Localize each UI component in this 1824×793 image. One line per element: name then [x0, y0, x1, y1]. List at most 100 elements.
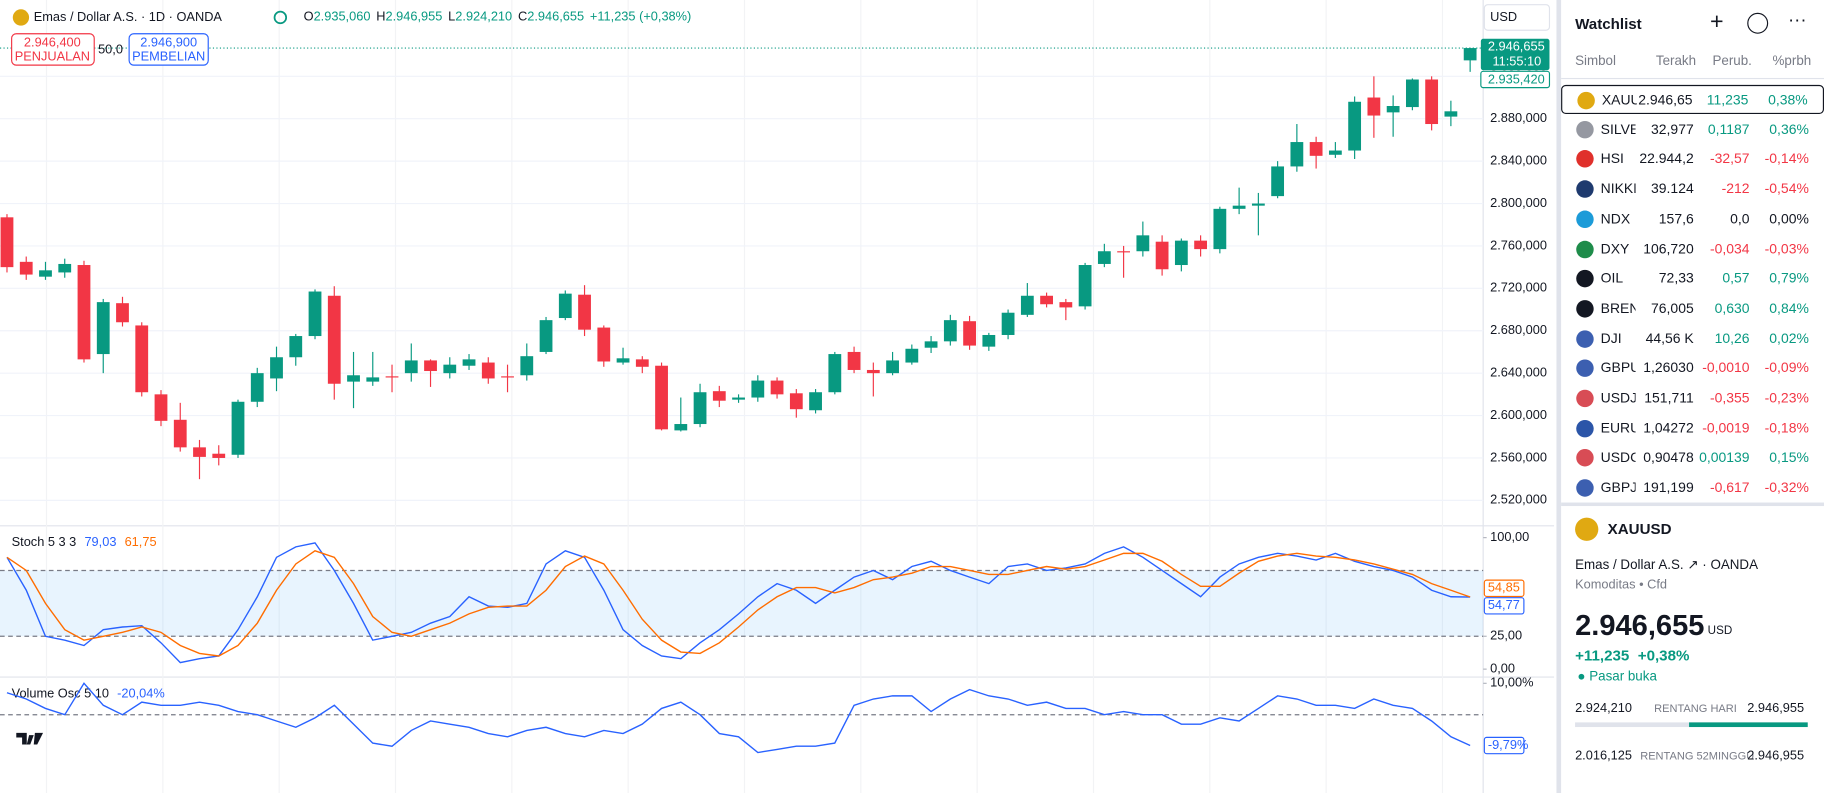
- legend-value: 79,03: [84, 535, 116, 550]
- row-last: 2.946,65: [1638, 91, 1693, 109]
- day-high: 2.946,955: [1747, 701, 1805, 716]
- candle-body: [789, 393, 803, 410]
- row-change: 0,57: [1722, 270, 1750, 287]
- y-tick-label: 2.880,000: [1490, 110, 1547, 125]
- symbol-title[interactable]: Emas / Dollar A.S. · 1D · OANDA: [34, 9, 223, 24]
- candle-body: [963, 321, 976, 346]
- row-last: 151,711: [1644, 389, 1694, 406]
- last-value-label: 54,77: [1488, 597, 1520, 612]
- y-tick-label: 100,00: [1490, 529, 1529, 544]
- row-change: -0,0010: [1702, 359, 1750, 377]
- candle-body: [655, 365, 668, 430]
- watchlist-row[interactable]: USDJPY 151,711 -0,355 -0,23%: [1561, 384, 1824, 413]
- pane-title: Volume Osc 5 10: [12, 686, 109, 701]
- row-pct: -0,23%: [1764, 389, 1809, 406]
- watchlist-row[interactable]: DXY 106,720 -0,034 -0,03%: [1561, 234, 1824, 263]
- indicator-line: [6, 550, 1471, 657]
- watchlist-row[interactable]: HSI 22.944,2 -32,57 -0,14%: [1561, 145, 1824, 174]
- watchlist-row[interactable]: NIKKEI225 39.124 -212 -0,54%: [1561, 175, 1824, 204]
- sell-label: PENJUALAN: [15, 48, 90, 63]
- row-change: -32,57: [1709, 150, 1750, 167]
- watchlist-row[interactable]: SILVER 32,977 0,1187 0,36%: [1561, 115, 1824, 144]
- candle-body: [135, 325, 149, 393]
- row-icon: [1576, 449, 1594, 467]
- ohlc-key: L: [448, 9, 455, 24]
- y-tick-label: 2.520,000: [1490, 492, 1547, 507]
- last-price-label: 2.946,655: [1488, 38, 1545, 53]
- row-symbol: SILVER: [1600, 120, 1636, 137]
- watchlist-row[interactable]: EURUSD 1,04272 -0,0019 -0,18%: [1561, 414, 1824, 443]
- watchlist-row[interactable]: DJI 44,56 K 10,26 0,02%: [1561, 324, 1824, 353]
- name: Emas / Dollar A.S.: [1575, 558, 1684, 573]
- column-header[interactable]: Perub.: [1712, 54, 1752, 69]
- sell-box[interactable]: [11, 33, 95, 66]
- row-change: 0,1187: [1707, 120, 1750, 137]
- candle-body: [116, 303, 129, 323]
- y-tick-label: 2.840,000: [1490, 153, 1547, 168]
- row-icon: [1576, 389, 1594, 408]
- watchlist-title[interactable]: Watchlist: [1575, 15, 1642, 33]
- symbol-icon: [12, 9, 30, 26]
- day-low: 2.924,210: [1575, 701, 1632, 716]
- candle-body: [924, 341, 938, 348]
- row-pct: 0,36%: [1769, 120, 1809, 137]
- column-header[interactable]: Terakh: [1655, 54, 1697, 69]
- watchlist-row[interactable]: BRENT 76,005 0,630 0,84%: [1561, 294, 1824, 323]
- watchlist-row[interactable]: USDCAD 0,90478 0,00139 0,15%: [1561, 444, 1824, 473]
- more-icon[interactable]: ···: [1787, 10, 1807, 31]
- currency: USD: [1490, 9, 1517, 24]
- candle-body: [1059, 302, 1073, 308]
- legend-value: -20,04%: [117, 686, 165, 701]
- row-last: 76,005: [1651, 299, 1694, 317]
- candle-body: [674, 424, 688, 431]
- spread: 50,0: [98, 41, 123, 56]
- status-dot: [273, 10, 288, 25]
- ohlc-key: C: [518, 9, 527, 24]
- row-last: 1,04272: [1643, 419, 1694, 436]
- candle-body: [77, 265, 91, 360]
- logo: [16, 732, 44, 745]
- watchlist-row[interactable]: GBPJPY 191,199 -0,617 -0,32%: [1561, 474, 1824, 503]
- add-icon[interactable]: +: [1710, 9, 1724, 35]
- candle-body: [578, 294, 591, 330]
- candle-body: [712, 391, 726, 401]
- row-symbol: OIL: [1600, 270, 1624, 287]
- watchlist-row[interactable]: OIL 72,33 0,57 0,79%: [1561, 264, 1824, 293]
- watchlist-row[interactable]: GBPUSD 1,26030 -0,0010 -0,09%: [1561, 354, 1824, 383]
- ohlc-value: 2.924,210: [455, 9, 512, 24]
- candle-body: [1155, 241, 1169, 270]
- detail-change: +11,235 +0,38%: [1575, 647, 1689, 664]
- row-pct: -0,32%: [1764, 479, 1809, 496]
- candle-body: [404, 360, 418, 374]
- candle-body: [1405, 79, 1419, 108]
- row-symbol: XAUUSD: [1601, 91, 1637, 109]
- candle-body: [905, 348, 919, 363]
- candle-body: [1213, 208, 1227, 250]
- candle-body: [847, 351, 861, 370]
- row-symbol: DXY: [1600, 240, 1630, 257]
- column-header[interactable]: %prbh: [1772, 54, 1812, 69]
- row-icon: [1576, 299, 1594, 318]
- row-pct: 0,38%: [1768, 91, 1808, 109]
- buy-box[interactable]: [128, 33, 209, 66]
- column-header[interactable]: Simbol: [1575, 54, 1616, 69]
- candle-body: [943, 320, 957, 342]
- prev-price-box: [1480, 70, 1551, 89]
- row-pct: -0,18%: [1764, 419, 1809, 436]
- candle-body: [347, 375, 360, 382]
- watchlist-row[interactable]: XAUUSD2.946,65 11,235 0,38%: [1561, 84, 1824, 115]
- side-panel: Watchlist + ··· XAUUSD2.946,6511,2350,38…: [1556, 0, 1824, 793]
- row-change: 0,630: [1714, 299, 1750, 317]
- row-change: 0,0: [1730, 210, 1750, 227]
- detail-symbol[interactable]: XAUUSD: [1607, 519, 1672, 538]
- candle-body: [501, 376, 514, 378]
- watchlist-row[interactable]: NDX 157,6 0,0 0,00%: [1561, 204, 1824, 233]
- row-pct: 0,02%: [1769, 329, 1809, 347]
- row-change: -0,617: [1709, 479, 1750, 496]
- alert-icon[interactable]: [1747, 12, 1769, 34]
- row-icon: [1576, 270, 1594, 288]
- year-low: 2.016,125: [1575, 749, 1632, 764]
- candle-body: [96, 302, 110, 355]
- currency-box[interactable]: [1483, 4, 1551, 31]
- row-change: -212: [1721, 180, 1750, 197]
